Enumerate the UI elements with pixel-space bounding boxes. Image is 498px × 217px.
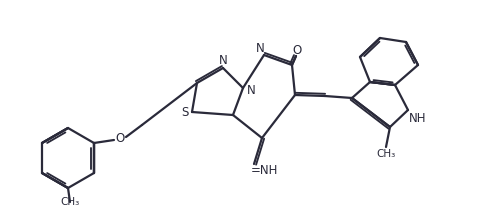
Text: N: N (219, 54, 228, 67)
Text: N: N (255, 41, 264, 54)
Text: O: O (292, 44, 302, 58)
Text: N: N (247, 84, 255, 97)
Text: NH: NH (409, 112, 427, 125)
Text: O: O (116, 133, 124, 146)
Text: CH₃: CH₃ (60, 197, 80, 207)
Text: CH₃: CH₃ (376, 149, 395, 159)
Text: =NH: =NH (251, 163, 278, 176)
Text: S: S (181, 105, 189, 118)
